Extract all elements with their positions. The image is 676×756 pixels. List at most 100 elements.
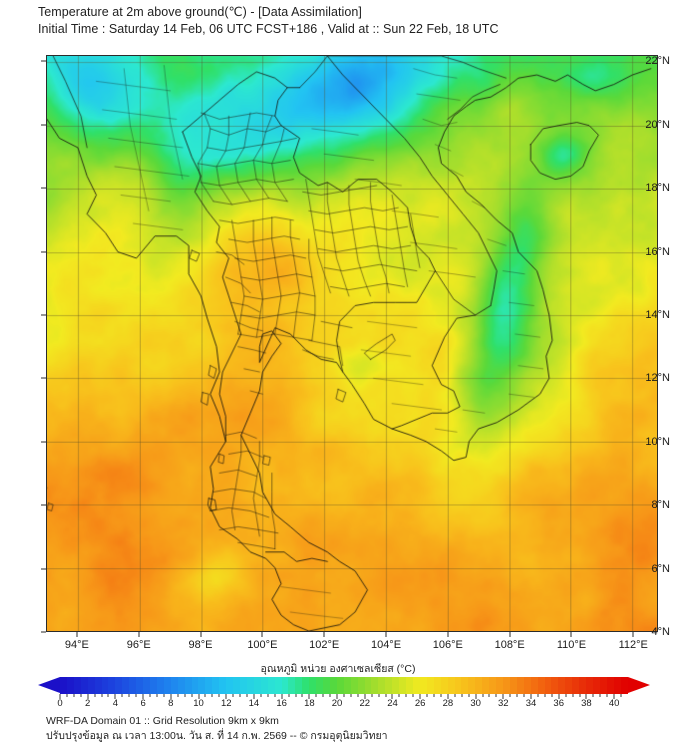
colorbar-tick-mark	[461, 694, 463, 697]
colorbar-tick-label: 22	[359, 698, 371, 709]
colorbar-cell	[544, 677, 552, 694]
colorbar-tick-label: 10	[193, 698, 204, 709]
longitude-tick-label: 98°E	[188, 639, 213, 651]
colorbar-cell	[288, 677, 296, 694]
colorbar-tick-mark	[315, 694, 317, 697]
colorbar-tick-mark	[454, 694, 456, 697]
colorbar-gradient	[60, 677, 628, 694]
page-title: Temperature at 2m above ground(℃) - [Dat…	[38, 5, 362, 19]
colorbar-tick-mark	[163, 694, 165, 697]
colorbar-tick-label: 4	[112, 698, 119, 709]
colorbar-cell	[364, 677, 372, 694]
colorbar-cell	[509, 677, 517, 694]
colorbar-tick-mark	[350, 694, 352, 697]
colorbar-tick-mark	[211, 694, 213, 697]
colorbar-tick-mark	[239, 694, 241, 697]
latitude-tick-label: 14°N	[645, 308, 670, 321]
colorbar-cell	[371, 677, 379, 694]
colorbar-cell	[184, 677, 192, 694]
colorbar-tick-mark	[585, 694, 587, 699]
colorbar-cell	[66, 677, 74, 694]
colorbar-tick-label: 0	[57, 698, 63, 709]
chart-title-block: Temperature at 2m above ground(℃) - [Dat…	[38, 4, 658, 38]
colorbar-cell	[433, 677, 441, 694]
colorbar-cell	[343, 677, 351, 694]
colorbar-cell	[260, 677, 268, 694]
colorbar-cell	[482, 677, 490, 694]
colorbar-cell	[80, 677, 88, 694]
colorbar-cell	[156, 677, 164, 694]
colorbar-tick-mark	[295, 694, 296, 697]
colorbar-tick-mark	[606, 694, 608, 697]
colorbar-cell	[586, 677, 593, 694]
colorbar-cell	[205, 677, 213, 694]
colorbar-tick-label: 40	[608, 698, 620, 709]
colorbar-tick-label: 12	[220, 698, 232, 709]
latitude-tick-label: 16°N	[645, 245, 670, 258]
colorbar-cell	[302, 677, 310, 694]
colorbar-cell	[94, 677, 102, 694]
colorbar-tick-mark	[558, 694, 560, 699]
colorbar-tick-mark	[419, 694, 421, 699]
colorbar-tick-mark	[149, 694, 151, 697]
colorbar-cell	[516, 677, 524, 694]
latitude-tick-label: 8°N	[651, 499, 670, 512]
colorbar-cell	[219, 677, 227, 694]
colorbar-cell	[413, 677, 420, 694]
colorbar-tick-mark	[246, 694, 248, 697]
colorbar-cell	[406, 677, 414, 694]
colorbar-cell	[399, 677, 407, 694]
colorbar-cell	[177, 677, 185, 694]
colorbar-tick-mark	[73, 694, 75, 697]
colorbar-tick-mark	[322, 694, 324, 697]
colorbar-cell	[440, 677, 448, 694]
colorbar-tick-mark	[412, 694, 414, 697]
longitude-tick-label: 108°E	[494, 639, 525, 651]
colorbar-cell	[163, 677, 171, 694]
colorbar-tick-label: 28	[442, 698, 454, 709]
colorbar-tick-mark	[329, 694, 331, 697]
colorbar-cell	[246, 677, 254, 694]
latitude-tick-mark	[41, 441, 46, 443]
latitude-tick-mark	[41, 60, 46, 62]
colorbar-tick-label: 20	[331, 698, 343, 709]
latitude-tick-mark	[41, 314, 46, 316]
colorbar-cell	[336, 677, 344, 694]
colorbar-tick-mark	[426, 694, 428, 697]
colorbar-cell	[503, 677, 510, 694]
colorbar-cell	[253, 677, 261, 694]
colorbar-tick-mark	[170, 694, 172, 699]
colorbar-cell	[357, 677, 365, 694]
colorbar-cell	[378, 677, 386, 694]
longitude-tick-mark	[138, 632, 140, 637]
colorbar-tick-mark	[537, 694, 539, 697]
colorbar-tick-mark	[274, 694, 276, 697]
colorbar-cell	[60, 677, 67, 694]
colorbar-tick-label: 30	[470, 698, 481, 709]
colorbar-cell	[468, 677, 476, 694]
colorbar-tick-mark	[281, 694, 283, 699]
colorbar-cell	[101, 677, 109, 694]
colorbar-bar[interactable]	[38, 677, 650, 694]
colorbar-cell	[233, 677, 240, 694]
colorbar-under-arrow-icon	[38, 677, 60, 693]
colorbar-cell	[551, 677, 559, 694]
colorbar-tick-mark	[80, 694, 82, 697]
temperature-map[interactable]	[46, 55, 658, 632]
colorbar-tick-label: 14	[248, 698, 260, 709]
colorbar-tick-mark	[121, 694, 123, 697]
colorbar-cell	[392, 677, 400, 694]
colorbar-cell	[329, 677, 337, 694]
latitude-tick-label: 18°N	[645, 182, 670, 195]
colorbar-tick-mark	[142, 694, 144, 699]
colorbar-tick-mark	[308, 694, 310, 699]
latitude-tick-mark	[41, 504, 46, 506]
latitude-tick-mark	[41, 124, 46, 126]
colorbar-cell	[149, 677, 157, 694]
colorbar-tick-mark	[433, 694, 435, 697]
colorbar-cell	[170, 677, 178, 694]
colorbar-cell	[295, 677, 303, 694]
colorbar-cell	[226, 677, 234, 694]
longitude-tick-mark	[261, 632, 263, 637]
colorbar-tick-mark	[488, 694, 490, 697]
